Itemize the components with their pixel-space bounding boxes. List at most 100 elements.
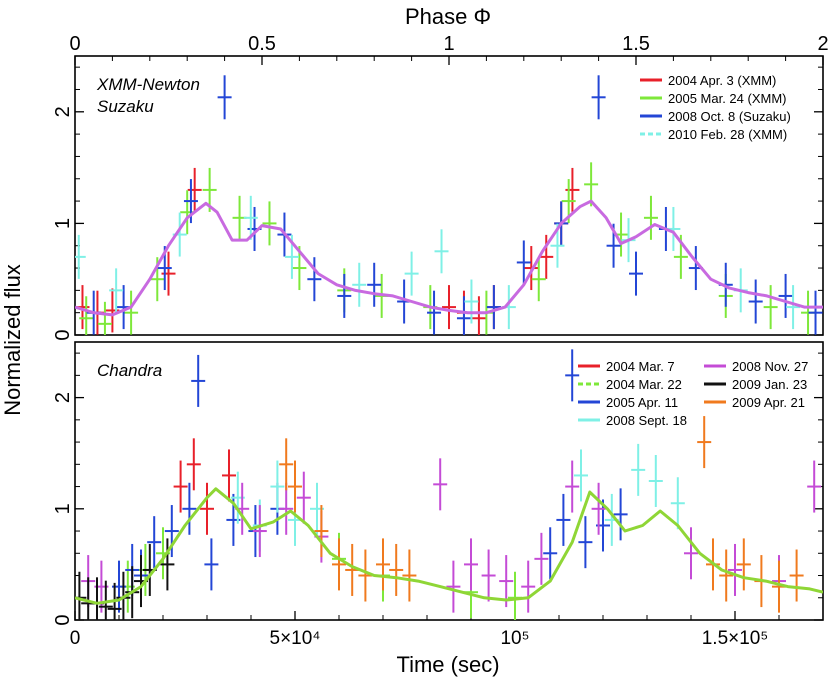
data-point <box>124 290 139 335</box>
data-point <box>352 262 367 307</box>
data-point <box>643 195 658 240</box>
data-point <box>736 538 751 591</box>
x-tick-label: 10⁵ <box>500 628 529 649</box>
data-point <box>524 246 539 291</box>
legend-label: 2009 Jan. 23 <box>732 377 807 392</box>
model-curve <box>75 199 823 317</box>
data-point <box>97 301 112 335</box>
data-point <box>433 458 448 511</box>
plot-area <box>75 75 823 335</box>
y-axis-label: Normalized flux <box>0 264 25 416</box>
data-point <box>565 460 580 513</box>
data-point <box>288 460 302 513</box>
data-point <box>332 538 346 591</box>
data-point <box>187 167 202 212</box>
data-point <box>446 560 461 613</box>
legend-label: 2005 Apr. 11 <box>606 395 678 410</box>
x-axis-label: Time (sec) <box>396 652 499 677</box>
data-point <box>556 493 571 546</box>
y-tick-label: 0 <box>52 614 74 625</box>
data-point <box>186 438 201 491</box>
legend: 2004 Mar. 7 2004 Mar. 22 2005 Apr. 11 2008 … <box>578 359 808 428</box>
data-point <box>389 543 404 596</box>
data-point <box>75 234 86 279</box>
data-point <box>307 257 322 302</box>
legend: 2004 Apr. 3 (XMM) 2005 Mar. 24 (XMM) 2008 … <box>640 73 791 142</box>
data-point <box>591 75 606 120</box>
data-point <box>173 460 188 513</box>
top-axis-label: Phase Φ <box>405 4 491 29</box>
y-tick-label: 1 <box>52 503 74 514</box>
data-point <box>222 449 236 502</box>
top-panel: 0 1 2 0 0.5 1 1.5 2 XMM-Newton Suzaku 2004 Apr. 3 … <box>52 33 829 341</box>
data-point <box>565 349 580 402</box>
data-point <box>279 482 294 535</box>
legend-label: 2005 Mar. 24 (XMM) <box>668 91 787 106</box>
data-point <box>613 488 628 541</box>
data-point <box>499 555 514 608</box>
data-point <box>516 240 531 285</box>
model-curve <box>75 487 823 605</box>
data-point <box>442 285 456 330</box>
data-point <box>314 505 329 558</box>
data-point <box>670 477 685 530</box>
data-point <box>631 443 646 496</box>
data-point <box>270 460 285 513</box>
data-point <box>578 516 593 569</box>
legend-label: 2004 Mar. 22 <box>606 377 682 392</box>
y-tick-label: 2 <box>52 106 74 117</box>
data-point <box>107 582 122 620</box>
data-point <box>778 273 793 318</box>
phase-tick-label: 1 <box>443 33 454 55</box>
data-point <box>574 449 588 502</box>
data-point <box>719 549 734 602</box>
data-point <box>434 229 449 274</box>
x-tick-label: 1.5×10⁵ <box>702 628 769 649</box>
data-point <box>182 482 197 535</box>
data-point <box>337 273 352 318</box>
y-tick-label: 2 <box>52 392 74 403</box>
data-point <box>565 167 580 212</box>
data-point <box>521 560 536 613</box>
data-point <box>807 460 822 513</box>
data-point <box>279 438 294 491</box>
data-point <box>262 201 277 246</box>
data-point <box>164 505 179 558</box>
data-point <box>464 538 478 591</box>
data-point <box>105 288 120 333</box>
plot-frame <box>74 341 824 621</box>
legend-label: 2004 Mar. 7 <box>606 359 675 374</box>
data-point <box>648 455 663 507</box>
phase-tick-label: 1.5 <box>622 33 650 55</box>
data-point <box>252 505 267 558</box>
x-tick-label: 5×10⁴ <box>270 628 321 649</box>
panel-title: Suzaku <box>97 97 154 116</box>
data-point <box>243 195 258 240</box>
data-point <box>98 580 113 620</box>
data-point <box>591 482 606 535</box>
panel-title: XMM-Newton <box>96 75 200 94</box>
data-point <box>786 285 801 330</box>
legend-label: 2008 Sept. 18 <box>606 413 687 428</box>
data-point <box>629 251 643 296</box>
data-point <box>471 296 486 335</box>
data-point <box>200 482 214 535</box>
data-point <box>543 527 558 580</box>
data-point <box>160 538 175 591</box>
legend-label: 2008 Nov. 27 <box>732 359 808 374</box>
data-point <box>684 527 698 580</box>
data-point <box>109 268 124 313</box>
phase-tick-label: 0.5 <box>248 33 276 55</box>
data-point <box>728 543 742 596</box>
data-point <box>217 75 232 120</box>
data-point <box>789 549 804 602</box>
data-point <box>404 251 419 296</box>
data-point <box>697 416 712 469</box>
plot-area <box>75 349 823 620</box>
phase-tick-label: 0 <box>69 33 80 55</box>
data-point <box>147 516 162 569</box>
legend-label: 2004 Apr. 3 (XMM) <box>668 73 776 88</box>
data-point <box>584 162 599 207</box>
legend-label: 2010 Feb. 28 (XMM) <box>668 127 787 142</box>
